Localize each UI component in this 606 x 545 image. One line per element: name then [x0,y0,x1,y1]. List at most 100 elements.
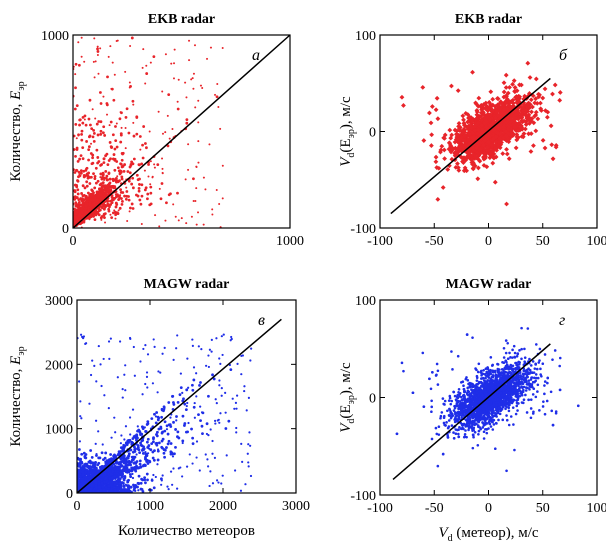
data-point [538,106,544,112]
data-point [83,114,87,118]
data-point [476,123,482,129]
data-point [163,406,166,409]
data-point [505,90,511,96]
data-point [144,82,147,85]
data-point [243,385,246,388]
data-point [157,110,160,113]
data-point [478,104,484,110]
data-point [487,151,493,156]
data-point [441,147,447,153]
data-point [503,128,509,134]
data-point [456,167,462,173]
data-point [511,114,517,120]
data-point [455,161,460,167]
chart-title: EKB radar [455,12,522,27]
data-point [233,469,237,472]
data-point [440,185,446,190]
data-point [85,167,88,170]
data-point [243,389,246,393]
data-point [155,443,159,447]
data-point [92,172,95,176]
data-point [449,83,454,89]
data-point [113,186,117,190]
data-point [184,408,188,412]
data-point [244,483,247,486]
data-point [79,415,82,418]
data-point [124,364,127,367]
data-point [542,86,548,92]
data-point [132,345,135,349]
data-point [502,111,508,117]
data-point [152,437,155,441]
data-point [161,352,164,355]
data-point [474,116,479,121]
data-point [129,448,133,452]
data-point [195,372,198,375]
data-point [146,478,149,482]
data-point [111,184,115,188]
data-point [83,186,87,190]
data-point [192,378,196,382]
data-point [95,198,99,201]
data-point [144,186,148,190]
data-point [139,360,142,363]
data-point [221,47,224,50]
data-point [532,100,538,106]
data-point [533,128,539,134]
data-point [247,461,250,464]
data-point [149,183,152,186]
data-point [492,115,498,121]
data-point [77,448,81,451]
data-point [528,131,534,137]
data-point [109,213,112,216]
data-point [457,124,463,130]
data-point [129,463,132,467]
data-point [81,202,85,206]
data-point [135,460,139,463]
data-point [103,194,107,197]
data-point [401,103,406,108]
data-point [99,120,103,124]
data-point [465,137,471,143]
data-point [168,137,171,140]
data-point [82,175,86,179]
data-point [108,124,111,127]
data-point [500,151,506,157]
data-point [142,125,146,128]
data-point [155,411,159,414]
data-point [214,93,217,96]
data-point [492,179,498,185]
data-point [145,64,148,67]
data-point [160,407,164,411]
data-point [229,368,233,372]
data-point [504,94,509,99]
data-point [131,186,135,190]
data-point [175,419,178,422]
data-point [488,89,494,95]
data-point [131,472,134,476]
data-point [135,193,138,197]
data-point [123,438,126,441]
data-point [473,135,479,141]
data-point [514,132,520,137]
data-point [126,170,130,173]
data-point [112,466,116,469]
data-point [75,104,79,108]
data-point [188,39,191,42]
data-point [552,82,558,88]
data-point [149,160,152,163]
data-point [103,216,106,220]
data-point [520,134,526,140]
data-point [165,446,168,449]
data-point [219,127,222,130]
data-point [118,195,121,198]
data-point [545,109,551,115]
data-point [490,153,495,159]
data-point [92,131,96,135]
data-point [495,103,501,109]
data-point [151,382,155,385]
data-point [87,145,91,149]
data-point [99,363,102,366]
data-point [101,205,104,209]
data-point [221,197,224,200]
